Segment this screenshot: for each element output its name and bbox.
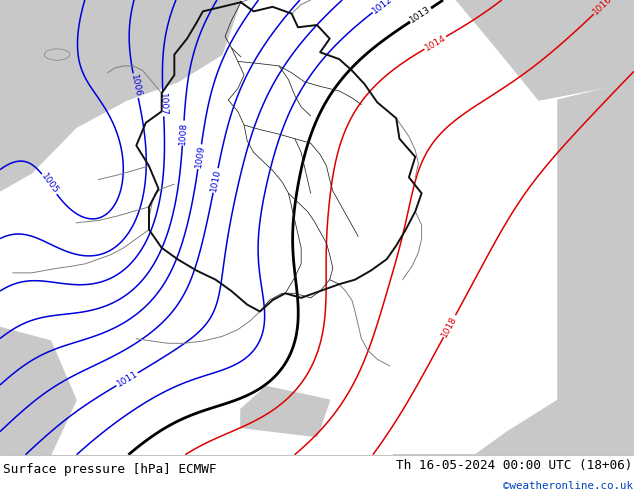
Polygon shape [0, 327, 76, 455]
Polygon shape [393, 400, 558, 455]
Text: Th 16-05-2024 00:00 UTC (18+06): Th 16-05-2024 00:00 UTC (18+06) [396, 459, 633, 472]
Text: 1009: 1009 [193, 145, 206, 169]
Ellipse shape [44, 49, 70, 60]
Polygon shape [0, 0, 241, 191]
Text: 1013: 1013 [408, 5, 432, 25]
Polygon shape [456, 0, 634, 100]
Text: 1018: 1018 [440, 314, 459, 339]
Polygon shape [558, 82, 634, 455]
Text: 1012: 1012 [371, 0, 394, 15]
Text: 1016: 1016 [592, 0, 614, 17]
Text: 1005: 1005 [39, 172, 60, 196]
Ellipse shape [44, 46, 82, 64]
Text: Surface pressure [hPa] ECMWF: Surface pressure [hPa] ECMWF [3, 463, 217, 476]
Polygon shape [241, 387, 330, 437]
Text: ©weatheronline.co.uk: ©weatheronline.co.uk [503, 481, 633, 490]
Text: 1008: 1008 [178, 121, 188, 145]
Text: 1014: 1014 [423, 33, 448, 52]
Text: 1011: 1011 [115, 369, 139, 389]
Text: 1006: 1006 [129, 74, 143, 98]
Text: 1010: 1010 [209, 168, 223, 193]
Text: 1007: 1007 [158, 92, 168, 116]
